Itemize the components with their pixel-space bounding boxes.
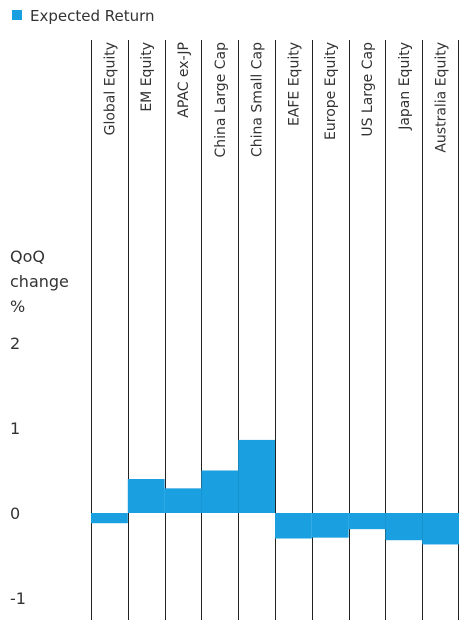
bar bbox=[127, 479, 165, 513]
bar bbox=[385, 513, 423, 541]
y-tick-label: 1 bbox=[10, 419, 20, 438]
bar bbox=[275, 513, 312, 539]
category-label: Global Equity bbox=[102, 42, 118, 135]
bar bbox=[348, 513, 386, 530]
bar bbox=[311, 513, 349, 538]
bars bbox=[91, 439, 459, 545]
y-axis-title-line-1: QoQ bbox=[10, 247, 45, 266]
category-label: Japan Equity bbox=[397, 42, 413, 131]
y-tick-label: 0 bbox=[10, 504, 20, 523]
category-labels: Global Equity EM Equity APAC ex-JP China La… bbox=[102, 42, 449, 158]
y-axis-title-line-3: % bbox=[10, 297, 25, 316]
category-label: US Large Cap bbox=[360, 42, 376, 137]
legend-swatch bbox=[12, 10, 22, 20]
bar bbox=[164, 488, 202, 513]
category-label: China Small Cap bbox=[250, 42, 266, 157]
y-axis-title: QoQ change % bbox=[10, 247, 69, 316]
legend: Expected Return bbox=[12, 7, 155, 25]
category-label: EAFE Equity bbox=[286, 42, 302, 126]
y-tick-label: -1 bbox=[10, 589, 26, 608]
bar bbox=[201, 470, 239, 513]
y-axis-title-line-2: change bbox=[10, 272, 69, 291]
category-label: Australia Equity bbox=[434, 42, 450, 153]
bar bbox=[91, 513, 128, 524]
category-label: APAC ex-JP bbox=[176, 42, 192, 118]
bar bbox=[422, 513, 459, 545]
y-axis-ticks: 2 1 0 -1 bbox=[10, 334, 26, 608]
category-label: Europe Equity bbox=[323, 42, 339, 140]
y-tick-label: 2 bbox=[10, 334, 20, 353]
legend-label: Expected Return bbox=[30, 7, 155, 25]
category-label: EM Equity bbox=[139, 42, 155, 112]
bar bbox=[238, 439, 275, 513]
category-label: China Large Cap bbox=[213, 42, 229, 158]
